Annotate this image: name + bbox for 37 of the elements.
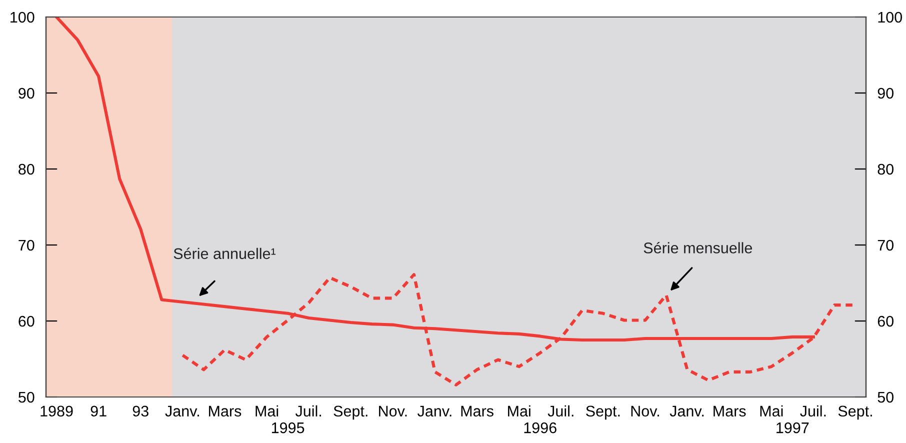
x-tick-label: 1989 — [40, 406, 73, 417]
y2-tick-label: 80 — [878, 164, 894, 175]
y2-tick-label: 100 — [878, 12, 902, 23]
y-tick-label: 50 — [18, 392, 34, 403]
x-tick-label: Juil. — [548, 405, 574, 417]
y-tick-label: 60 — [18, 316, 34, 327]
x-tick-label: 91 — [90, 406, 106, 417]
x-tick-label: Janv. — [670, 406, 704, 417]
x-tick-label: Mars — [714, 406, 746, 417]
y2-tick-label: 60 — [878, 316, 894, 327]
x-tick-label: Janv. — [418, 406, 452, 417]
text: 1995 — [272, 422, 304, 434]
y-tick-label: 80 — [18, 164, 34, 175]
y-tick-label: 100 — [10, 12, 34, 23]
annotation: Série annuelle¹ — [174, 248, 276, 260]
x-tick-label: Mai — [508, 405, 530, 417]
x-tick-label: Nov. — [379, 406, 407, 417]
x-tick-label: Juil. — [800, 405, 826, 417]
y2-tick-label: 90 — [878, 88, 894, 99]
y2-tick-label: 50 — [878, 392, 894, 403]
x-tick-label: Janv. — [165, 406, 199, 417]
x-tick-label: Sept. — [334, 406, 368, 420]
y-tick-label: 70 — [18, 240, 34, 251]
x-tick-label: Sept. — [838, 406, 872, 420]
x-tick-label: Sept. — [586, 406, 620, 420]
x-tick-label: Nov. — [631, 406, 659, 417]
x-tick-label: Mai — [760, 405, 783, 417]
y-tick-label: 90 — [18, 88, 34, 99]
text: 1997 — [776, 422, 809, 434]
y2-tick-label: 70 — [878, 240, 894, 251]
annotation: Série mensuelle — [644, 242, 752, 254]
text: 1996 — [524, 422, 556, 434]
x-tick-label: Mai — [256, 405, 278, 417]
x-tick-label: Juil. — [295, 405, 322, 417]
x-tick-label: Mars — [208, 406, 242, 417]
x-tick-label: 93 — [132, 406, 148, 417]
x-tick-label: Mars — [461, 406, 494, 417]
